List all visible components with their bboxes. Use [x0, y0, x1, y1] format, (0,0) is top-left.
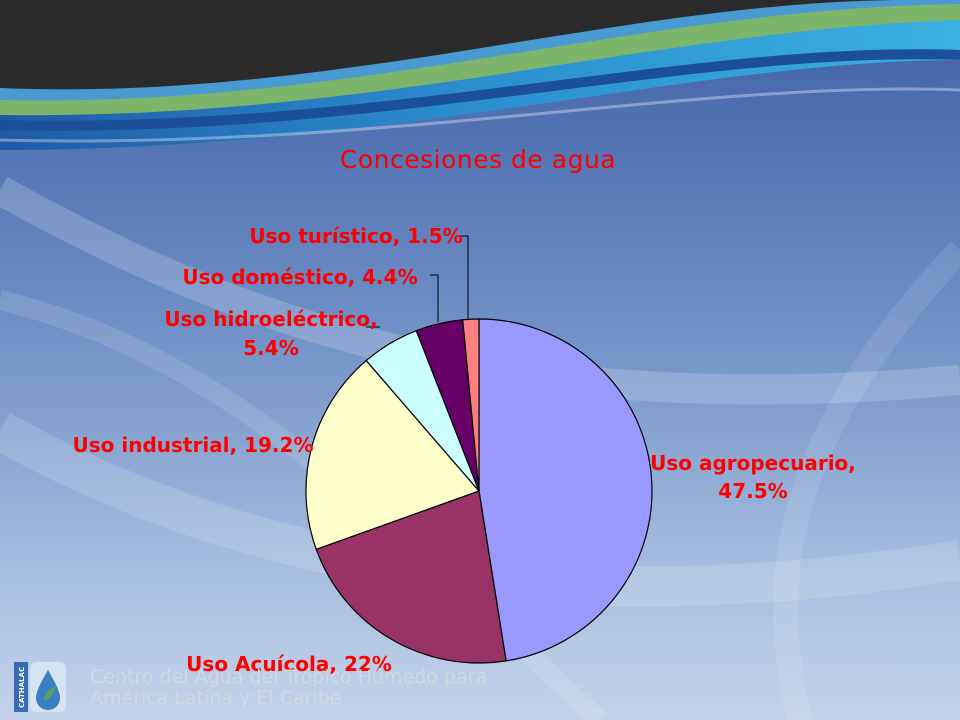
pie-slice-uso-industrial: [305, 359, 481, 551]
footer-line-2: América Latina y El Caribe: [90, 687, 341, 709]
footer-line-1: Centro del Agua del Trópico Húmedo para: [90, 666, 487, 688]
logo-vertical-text: CATHALAC: [18, 667, 26, 708]
footer: CATHALAC Centro del Agua del Trópico Húm…: [14, 662, 487, 712]
pie-chart: Concesiones de agua Uso agropecuario, 47.…: [73, 145, 856, 676]
chart-title: Concesiones de agua: [340, 145, 616, 174]
slice-label-uso-doméstico: Uso doméstico, 4.4%: [182, 265, 417, 289]
header-band: [0, 0, 960, 150]
pie-slices: [305, 318, 653, 664]
slice-label-uso-industrial: Uso industrial, 19.2%: [73, 433, 314, 457]
pie-slice-uso-turístico: [462, 318, 480, 492]
slice-label-value-uso-agropecuario: 47.5%: [718, 479, 787, 503]
leaf-icon: [44, 686, 56, 700]
cathalac-logo: CATHALAC: [14, 662, 66, 712]
leader-line-uso-doméstico: [430, 274, 439, 322]
slice-label-uso-acuícola: Uso Acuícola, 22%: [186, 652, 392, 676]
slice-label-value-uso-hidroeléctrico: 5.4%: [243, 336, 298, 360]
leader-lines: [366, 235, 469, 328]
pie-slice-uso-agropecuario: [478, 318, 653, 662]
slice-label-uso-hidroeléctrico: Uso hidroeléctrico,: [164, 307, 377, 331]
water-drop-icon: [36, 670, 60, 710]
pie-slice-uso-acuícola: [315, 490, 507, 664]
slice-label-uso-agropecuario: Uso agropecuario,: [650, 451, 856, 475]
slice-label-uso-turístico: Uso turístico, 1.5%: [249, 224, 462, 248]
leader-line-uso-turístico: [460, 235, 469, 320]
slice-labels: Uso agropecuario, 47.5% Uso Acuícola, 22% U…: [73, 224, 856, 676]
